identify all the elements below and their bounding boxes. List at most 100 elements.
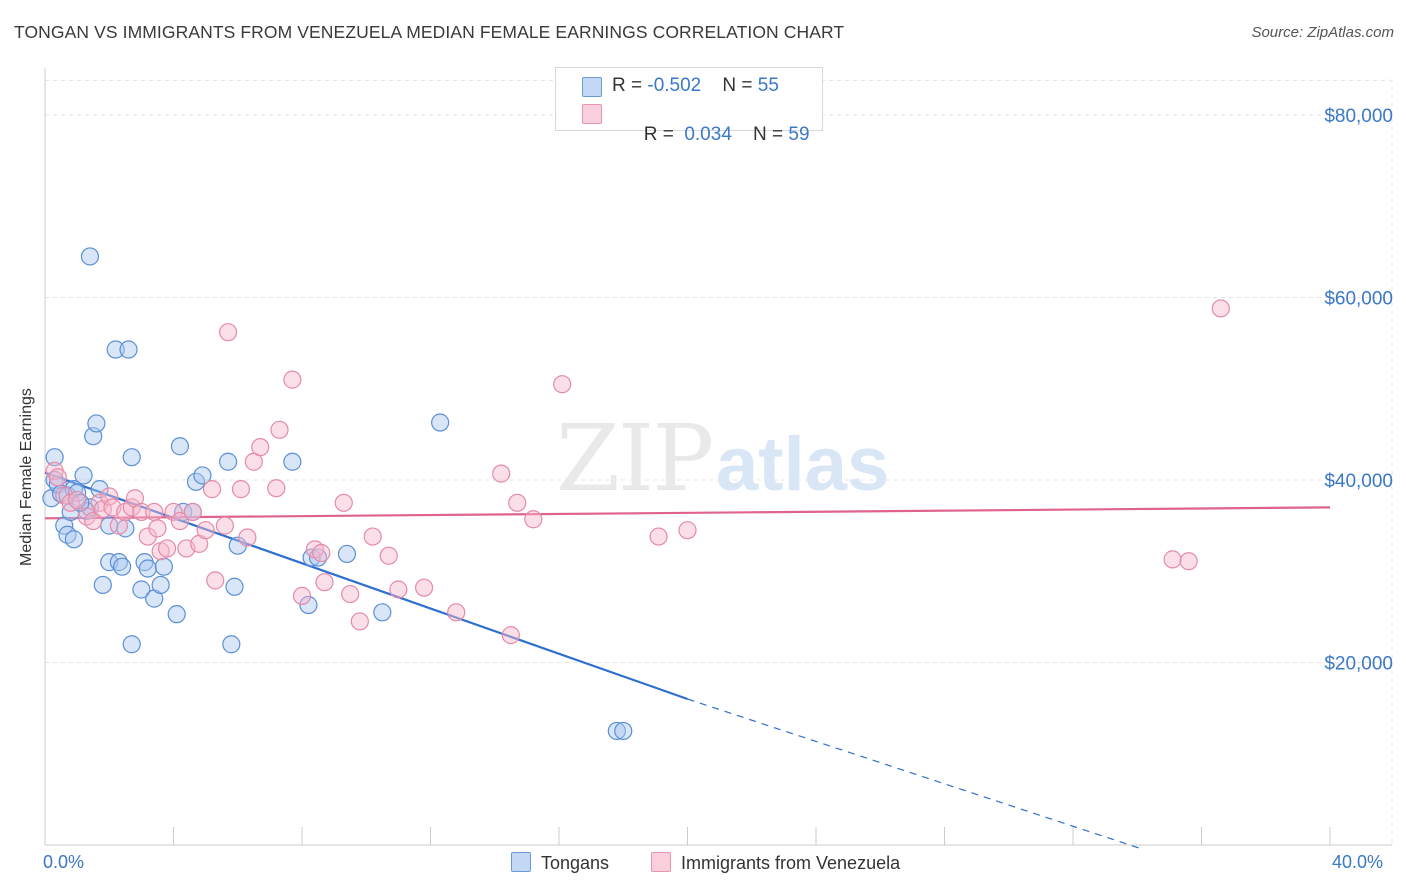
point-tongan: [607, 721, 626, 741]
bottom-legend-label: Immigrants from Venezuela: [681, 853, 901, 873]
point-venezuela: [414, 578, 434, 597]
point-tongan: [614, 721, 633, 741]
point-venezuela: [341, 584, 360, 604]
point-venezuela: [219, 323, 238, 342]
point-tongan: [122, 448, 141, 467]
point-venezuela: [492, 464, 511, 483]
point-venezuela: [379, 546, 398, 565]
point-tongan: [112, 557, 132, 576]
y-tick-label: $80,000: [1324, 106, 1393, 127]
y-tick-labels: $20,000 $40,000 $60,000 $80,000: [1324, 106, 1393, 675]
point-tongan: [119, 340, 138, 359]
point-tongan: [151, 575, 170, 595]
point-venezuela: [315, 573, 334, 592]
point-tongan: [337, 544, 357, 564]
legend-swatch-blue: [582, 77, 602, 97]
point-venezuela: [157, 539, 177, 558]
bottom-legend-swatch-pink: [651, 852, 671, 872]
point-tongan: [167, 605, 186, 624]
legend-r-label: R =: [612, 75, 648, 96]
legend-text: R = -0.502 N = 55: [612, 75, 779, 97]
point-tongan: [138, 559, 157, 578]
point-venezuela: [553, 375, 572, 394]
point-venezuela: [524, 510, 543, 529]
data-points: [42, 247, 1230, 741]
point-venezuela: [389, 580, 408, 599]
point-tongan: [74, 466, 93, 485]
point-venezuela: [678, 521, 697, 540]
legend-r-value: -0.502: [647, 75, 702, 96]
watermark-atlas: atlas: [716, 422, 889, 507]
legend-r-value: 0.034: [679, 124, 732, 145]
point-venezuela: [508, 493, 527, 512]
point-venezuela: [334, 493, 353, 512]
point-tongan: [222, 635, 241, 654]
point-tongan: [299, 595, 318, 615]
point-venezuela: [84, 511, 103, 531]
y-tick-label: $60,000: [1324, 289, 1393, 310]
point-venezuela: [1163, 550, 1182, 569]
point-tongan: [431, 413, 450, 432]
stats-legend: R = -0.502 N = 55 R = 0.034 N = 59: [555, 67, 823, 145]
point-tongan: [80, 247, 100, 266]
point-venezuela: [238, 528, 257, 547]
point-tongan: [132, 580, 151, 599]
point-venezuela: [206, 571, 225, 590]
point-venezuela: [267, 479, 286, 498]
legend-n-label: N =: [753, 124, 789, 145]
point-venezuela: [649, 527, 668, 546]
y-axis-label: Median Female Earnings: [18, 388, 35, 566]
point-tongan: [45, 448, 64, 467]
point-venezuela: [447, 603, 466, 622]
point-venezuela: [100, 487, 119, 506]
point-tongan: [122, 635, 141, 654]
legend-n-value: 55: [757, 75, 779, 96]
point-venezuela: [164, 502, 183, 522]
watermark-zip: ZIP: [556, 405, 712, 512]
point-tongan: [225, 577, 244, 596]
trend-lines: [44, 471, 1331, 851]
point-venezuela: [170, 511, 190, 531]
point-venezuela: [270, 420, 289, 439]
x-tick-min: 0.0%: [43, 852, 85, 872]
point-tongan: [87, 414, 106, 433]
point-venezuela: [1211, 299, 1230, 318]
trend-line-venezuela: [44, 506, 1331, 520]
point-venezuela: [145, 502, 164, 522]
point-venezuela: [215, 516, 234, 535]
legend-text: R = 0.034 N = 59: [612, 102, 810, 168]
trend-line-tongans-extrapolated: [687, 698, 1144, 851]
point-venezuela: [501, 626, 520, 645]
point-venezuela: [231, 480, 251, 499]
point-venezuela: [148, 519, 167, 538]
source-credit: Source: ZipAtlas.com: [1251, 24, 1394, 41]
point-venezuela: [312, 543, 331, 563]
y-tick-label: $40,000: [1324, 471, 1393, 492]
bottom-legend-swatch-blue: [511, 852, 531, 872]
point-tongan: [154, 557, 173, 576]
point-venezuela: [363, 527, 382, 546]
point-tongan: [283, 452, 302, 471]
trend-line-tongans: [44, 471, 688, 701]
chart-title: TONGAN VS IMMIGRANTS FROM VENEZUELA MEDI…: [14, 22, 845, 42]
point-tongan: [90, 480, 109, 499]
point-venezuela: [48, 468, 67, 487]
legend-n-label: N =: [722, 75, 758, 96]
y-tick-label: $20,000: [1324, 654, 1393, 675]
point-tongan: [64, 530, 84, 549]
point-tongan: [193, 466, 212, 485]
point-venezuela: [183, 502, 202, 522]
point-venezuela: [68, 490, 87, 510]
point-tongan: [93, 575, 112, 595]
bottom-legend-venezuela: Immigrants from Venezuela: [651, 852, 900, 874]
bottom-legend-label: Tongans: [541, 853, 610, 873]
point-venezuela: [132, 502, 151, 522]
legend-r-label: R =: [643, 124, 680, 145]
point-venezuela: [350, 612, 369, 631]
legend-n-value: 59: [788, 124, 810, 145]
bottom-legend-tongans: Tongans: [511, 852, 609, 874]
point-venezuela: [251, 438, 270, 457]
point-venezuela: [292, 586, 312, 605]
point-venezuela: [196, 521, 215, 540]
watermark: ZIP atlas: [556, 405, 889, 512]
